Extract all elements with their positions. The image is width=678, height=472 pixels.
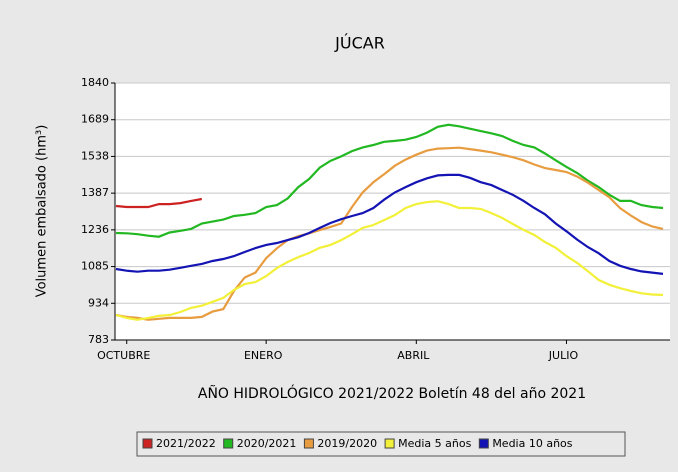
legend-swatch xyxy=(303,438,314,449)
x-tick-label: OCTUBRE xyxy=(97,349,150,362)
legend-label: Media 10 años xyxy=(492,437,572,450)
legend-box xyxy=(136,431,626,457)
legend-label: 2021/2022 xyxy=(156,437,216,450)
series-line xyxy=(115,173,664,275)
y-axis-label: Volumen embalsado (hm³) xyxy=(35,125,50,298)
series-line xyxy=(115,197,202,209)
legend-label: 2019/2020 xyxy=(317,437,377,450)
legend-swatch xyxy=(223,438,234,449)
y-tick-label: 1538 xyxy=(81,149,109,162)
legend-swatch xyxy=(384,438,395,449)
legend-label: 2020/2021 xyxy=(237,437,297,450)
legend-swatch xyxy=(478,438,489,449)
y-tick-label: 1840 xyxy=(81,76,109,89)
chart-title: JÚCAR xyxy=(334,34,385,53)
x-tick-label: JULIO xyxy=(548,349,579,362)
y-tick-label: 1085 xyxy=(81,260,109,273)
legend-label: Media 5 años xyxy=(398,437,471,450)
x-axis-label: AÑO HIDROLÓGICO 2021/2022 Boletín 48 del… xyxy=(198,384,586,402)
y-tick-label: 1689 xyxy=(81,113,109,126)
x-tick-label: ABRIL xyxy=(397,349,430,362)
series-line xyxy=(115,123,664,238)
series-line xyxy=(115,146,664,321)
series-line xyxy=(115,200,664,321)
y-tick-label: 934 xyxy=(88,296,109,309)
y-tick-label: 1236 xyxy=(81,223,109,236)
y-tick-label: 1387 xyxy=(81,186,109,199)
y-tick-label: 783 xyxy=(88,333,109,346)
plot-area xyxy=(115,83,670,340)
x-tick-label: ENERO xyxy=(244,349,283,362)
legend-swatch xyxy=(142,438,153,449)
